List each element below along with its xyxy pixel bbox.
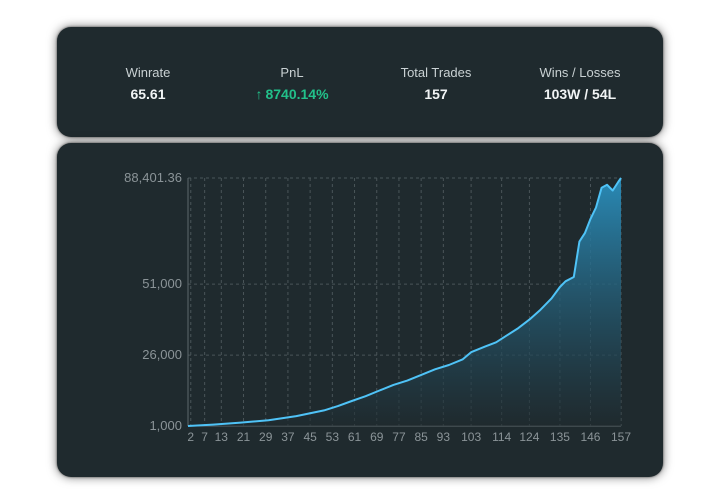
- x-tick-label-10: 77: [392, 430, 406, 444]
- stat-wins-losses: Wins / Losses 103W / 54L: [535, 65, 625, 103]
- winrate-label: Winrate: [125, 65, 171, 80]
- y-tick-label-1: 26,000: [142, 347, 182, 362]
- wins-losses-label: Wins / Losses: [539, 65, 621, 80]
- stat-pnl: PnL ↑ 8740.14%: [247, 65, 337, 103]
- stats-card: Winrate 65.61 PnL ↑ 8740.14% Total Trades…: [57, 27, 663, 137]
- x-tick-label-18: 157: [611, 430, 631, 444]
- x-tick-label-17: 146: [580, 430, 600, 444]
- stat-winrate: Winrate 65.61: [103, 65, 193, 103]
- x-tick-label-11: 85: [414, 430, 428, 444]
- equity-line: [187, 177, 622, 427]
- y-tick-label-2: 51,000: [142, 276, 182, 291]
- equity-area: [188, 178, 621, 426]
- y-tick-label-3: 88,401.36: [124, 170, 182, 185]
- x-tick-label-15: 124: [519, 430, 539, 444]
- x-tick-label-14: 114: [492, 430, 511, 444]
- x-tick-label-8: 61: [348, 430, 362, 444]
- x-tick-label-16: 135: [550, 430, 570, 444]
- x-tick-label-6: 45: [303, 430, 317, 444]
- x-tick-label-2: 13: [215, 430, 229, 444]
- x-tick-label-9: 69: [370, 430, 384, 444]
- arrow-up-icon: ↑: [255, 86, 263, 102]
- x-tick-label-3: 21: [237, 430, 251, 444]
- x-tick-label-1: 7: [201, 430, 208, 444]
- pnl-label: PnL: [280, 65, 304, 80]
- y-tick-label-0: 1,000: [149, 418, 182, 433]
- equity-chart-card: 1,000 26,000 51,000 88,401.36 2 7 13 21 29 37 45 53…: [57, 143, 663, 477]
- pnl-value: 8740.14%: [265, 86, 329, 102]
- pnl-value-row: ↑ 8740.14%: [247, 85, 337, 103]
- x-tick-label-12: 93: [437, 430, 451, 444]
- winrate-value: 65.61: [130, 86, 166, 102]
- x-tick-label-7: 53: [326, 430, 340, 444]
- x-tick-label-13: 103: [461, 430, 481, 444]
- total-trades-value: 157: [424, 86, 448, 102]
- x-tick-label-0: 2: [187, 430, 194, 444]
- wins-losses-value: 103W / 54L: [543, 86, 617, 102]
- total-trades-label: Total Trades: [400, 65, 472, 80]
- stats-row: Winrate 65.61 PnL ↑ 8740.14% Total Trades…: [57, 65, 663, 103]
- x-tick-label-5: 37: [281, 430, 295, 444]
- stat-total-trades: Total Trades 157: [391, 65, 481, 103]
- equity-chart[interactable]: 1,000 26,000 51,000 88,401.36 2 7 13 21 29 37 45 53…: [57, 143, 663, 477]
- x-tick-label-4: 29: [259, 430, 273, 444]
